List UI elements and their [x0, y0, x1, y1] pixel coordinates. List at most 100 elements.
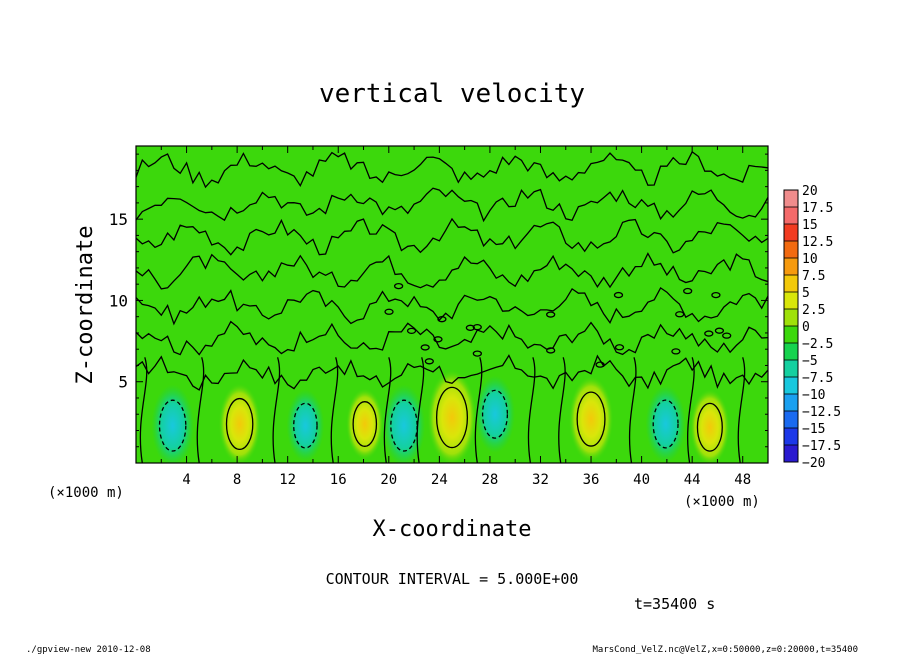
- downdraft-6: [151, 384, 194, 463]
- colorbar-label-4: 12.5: [802, 235, 833, 250]
- footer-left: ./gpview-new 2010-12-08: [26, 645, 151, 654]
- cell-contour-10: [714, 327, 725, 334]
- x-tick-label-48: 48: [734, 472, 751, 488]
- colorbar-label-11: −5: [802, 354, 818, 369]
- y-tick-label-5: 5: [118, 373, 128, 392]
- y-axis: 5 10 15: [109, 153, 768, 448]
- x-tick-label-12: 12: [279, 472, 296, 488]
- downdraft-9: [474, 375, 515, 453]
- column-contour-12: [737, 357, 746, 463]
- column-contour-6: [416, 357, 425, 463]
- x-tick-label-44: 44: [684, 472, 701, 488]
- downdraft-7: [286, 389, 325, 462]
- x-unit-right: (×1000 m): [684, 494, 760, 510]
- footer-right: MarsCond_VelZ.nc@VelZ,x=0:50000,z=0:2000…: [592, 645, 858, 654]
- colorbar-label-3: 15: [802, 218, 818, 233]
- column-contour-1: [139, 357, 148, 463]
- colorbar-label-7: 5: [802, 286, 810, 301]
- colorbar-label-6: 7.5: [802, 269, 825, 284]
- contour-downdraft-9: [481, 389, 509, 439]
- plot-area: [135, 145, 769, 464]
- x-tick-label-32: 32: [532, 472, 549, 488]
- colorbar-label-9: 0: [802, 320, 810, 335]
- cell-contour-20: [465, 324, 475, 331]
- colorbar-swatch-6: [784, 275, 798, 293]
- colorbar-label-17: −20: [802, 456, 825, 471]
- cell-contour-4: [437, 316, 447, 323]
- x-tick-label-40: 40: [633, 472, 650, 488]
- zero-contour-6: [136, 187, 768, 223]
- x-tick-label-20: 20: [380, 472, 397, 488]
- x-axis: 4 8 12 16 20 24 28 32 36 40 44 48: [160, 146, 751, 488]
- colorbar-label-13: −10: [802, 388, 825, 403]
- colorbar-swatch-4: [784, 241, 798, 259]
- cell-contour-15: [613, 291, 624, 299]
- x-axis-label: X-coordinate: [373, 517, 532, 542]
- cell-contour-19: [472, 350, 482, 357]
- colorbar: 20 17.5 15 12.5 10 7.5 5 2.5 0 −2.5 −5 −7.5 −10 −12.5…: [783, 184, 841, 471]
- colorbar-swatch-13: [784, 394, 798, 412]
- cell-contour-18: [671, 348, 681, 355]
- colorbar-swatch-15: [784, 428, 798, 446]
- zero-contour-1: [136, 354, 768, 391]
- x-tick-label-16: 16: [330, 472, 347, 488]
- contour-updraft-1: [225, 397, 254, 451]
- y-tick-label-15: 15: [109, 210, 128, 229]
- feature-layer: [151, 368, 730, 463]
- contour-downdraft-6: [158, 399, 187, 452]
- contour-updraft-2: [352, 401, 378, 447]
- colorbar-swatch-3: [784, 224, 798, 242]
- column-contour-3: [272, 357, 281, 463]
- colorbar-label-15: −15: [802, 422, 825, 437]
- colorbar-label-8: 2.5: [802, 303, 825, 318]
- colorbar-label-1: 20: [802, 184, 818, 199]
- updraft-2: [345, 387, 384, 460]
- updraft-3: [427, 368, 477, 463]
- column-contour-4: [330, 357, 339, 463]
- y-tick-label-10: 10: [109, 291, 128, 310]
- colorbar-swatch-16: [784, 445, 798, 463]
- time-label: t=35400 s: [634, 595, 715, 613]
- cell-contour-21: [683, 287, 693, 295]
- cell-contour-1: [546, 311, 556, 318]
- x-tick-label-8: 8: [233, 472, 241, 488]
- cell-contour-12: [384, 308, 394, 315]
- zero-contour-2: [136, 320, 768, 356]
- cell-contour-13: [595, 361, 605, 368]
- column-contour-11: [687, 357, 695, 463]
- colorbar-swatch-1: [784, 190, 798, 208]
- x-tick-label-36: 36: [583, 472, 600, 488]
- colorbar-label-5: 10: [802, 252, 818, 267]
- cell-contour-8: [406, 327, 417, 335]
- zero-contour-4: [136, 252, 768, 290]
- cell-contour-22: [722, 332, 732, 339]
- column-contour-9: [558, 357, 566, 463]
- cell-contour-6: [420, 344, 430, 351]
- colorbar-label-10: −2.5: [802, 337, 833, 352]
- contour-layer: [136, 150, 768, 463]
- contour-downdraft-10: [652, 399, 679, 449]
- colorbar-swatch-8: [784, 309, 798, 327]
- y-axis-label: Z-coordinate: [73, 226, 98, 385]
- contour-interval: CONTOUR INTERVAL = 5.000E+00: [326, 570, 579, 588]
- cell-contour-9: [614, 344, 625, 351]
- cell-contour-16: [472, 323, 482, 331]
- zero-contour-7: [136, 150, 768, 189]
- colorbar-label-14: −12.5: [802, 405, 841, 420]
- cell-contour-2: [546, 347, 556, 354]
- colorbar-label-16: −17.5: [802, 439, 841, 454]
- cell-contour-7: [704, 330, 714, 337]
- column-contour-8: [527, 357, 536, 463]
- colorbar-swatch-5: [784, 258, 798, 276]
- colorbar-swatch-10: [784, 343, 798, 361]
- cell-contour-14: [675, 311, 685, 318]
- cell-contour-11: [711, 291, 721, 299]
- colorbar-swatch-9: [784, 326, 798, 344]
- column-contour-5: [383, 357, 392, 463]
- updraft-5: [689, 388, 730, 463]
- downdraft-10: [645, 385, 686, 463]
- contour-downdraft-7: [293, 402, 318, 449]
- plot-frame: [135, 145, 769, 464]
- x-tick-label-4: 4: [182, 472, 190, 488]
